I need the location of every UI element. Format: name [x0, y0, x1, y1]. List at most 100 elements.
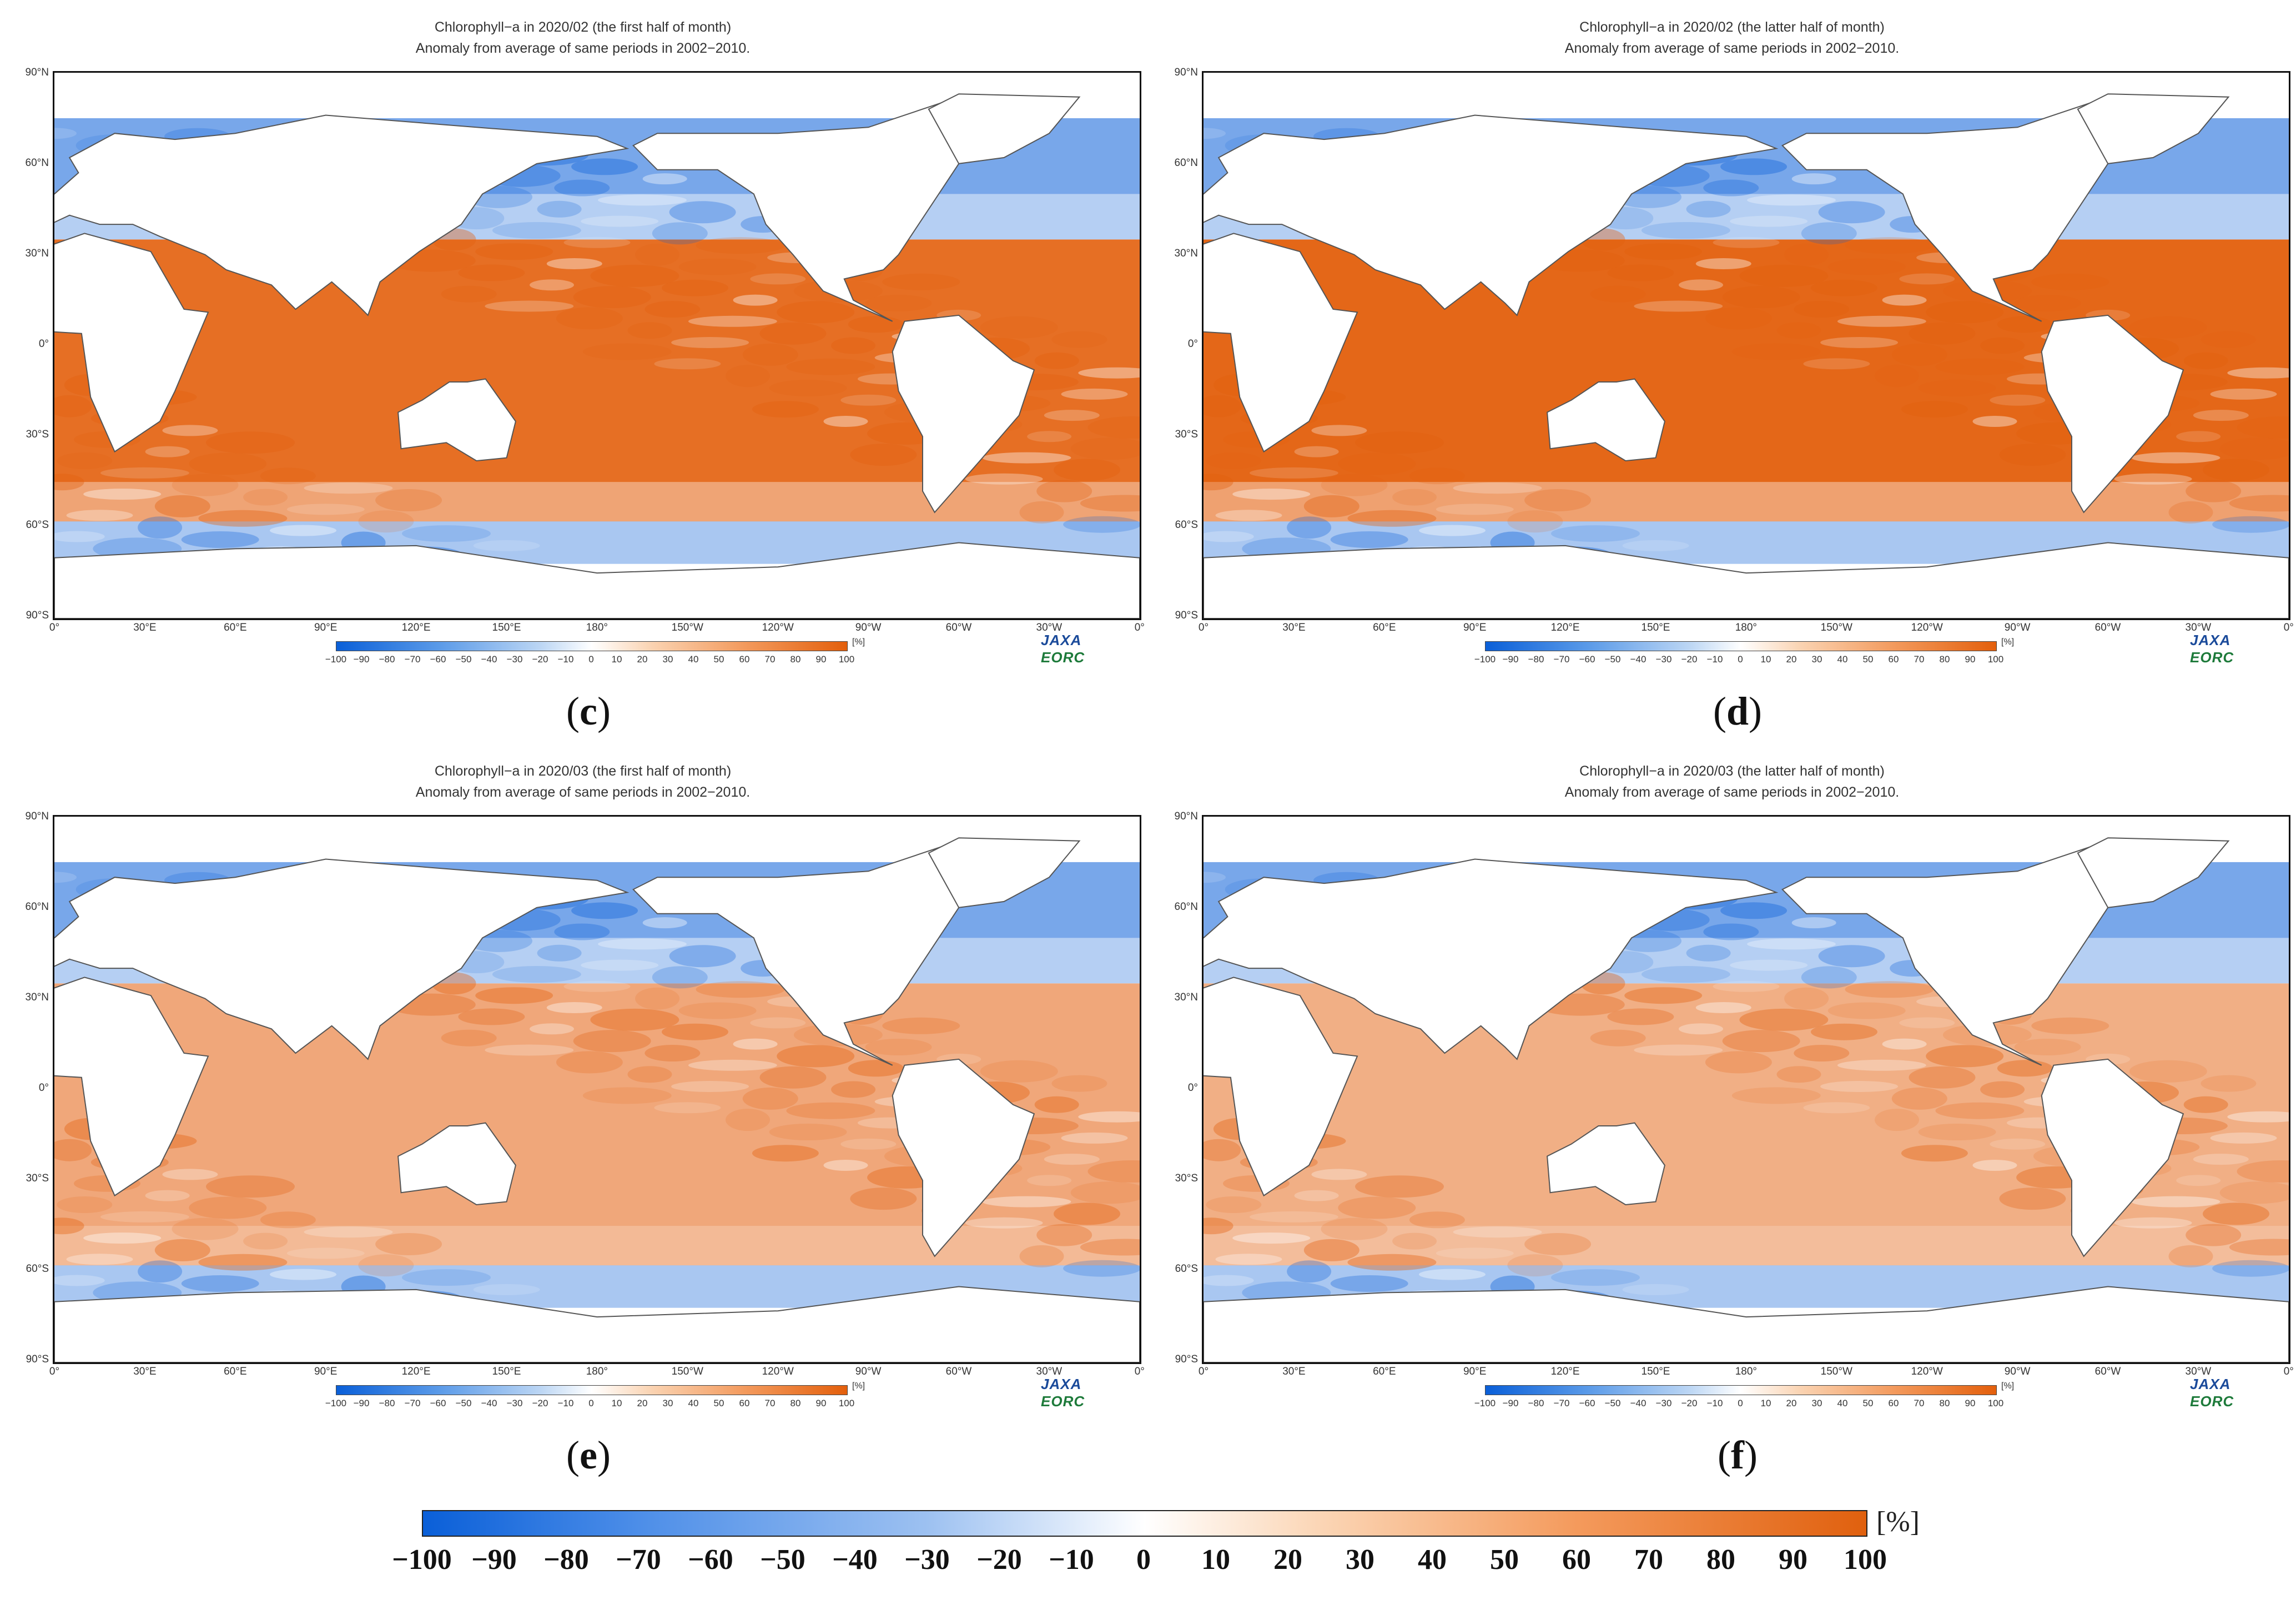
anomaly-patch [1206, 452, 1262, 469]
longitude-tick-label: 30°W [1036, 1366, 1063, 1377]
latitude-tick-label: 0° [38, 1082, 49, 1094]
anomaly-patch [1204, 1217, 1233, 1235]
anomaly-patch [2219, 1181, 2289, 1204]
anomaly-patch [1837, 315, 1926, 327]
mini-colorbar-tick: 80 [1939, 1398, 1950, 1408]
anomaly-patch [441, 285, 497, 303]
latitude-tick-label: 0° [1187, 338, 1198, 350]
anomaly-patch [882, 273, 960, 290]
anomaly-patch [1899, 273, 1955, 285]
mini-colorbar-tick: −60 [430, 1398, 446, 1408]
anomaly-patch [696, 981, 785, 998]
longitude-tick-label: 90°E [314, 1366, 338, 1377]
panel-label-f: (f) [1718, 1433, 1758, 1477]
anomaly-patch [162, 425, 218, 436]
mini-colorbar-tick: −60 [1579, 654, 1595, 665]
anomaly-patch [66, 1254, 133, 1265]
anomaly-patch [1070, 437, 1140, 460]
colorbar-tick-label: 80 [1706, 1544, 1735, 1576]
longitude-tick-label: 120°W [762, 1366, 794, 1377]
anomaly-patch [1622, 1284, 1689, 1295]
anomaly-map [53, 71, 1141, 620]
longitude-tick-label: 150°E [492, 622, 521, 633]
landmass-samerica [2041, 1058, 2184, 1257]
longitude-tick-label: 60°E [1373, 1366, 1396, 1377]
landmass-australia [397, 1122, 516, 1206]
mini-colorbar-tick: 90 [815, 654, 827, 665]
longitude-tick-label: 60°E [224, 622, 247, 633]
longitude-tick-label: 60°W [2094, 1366, 2121, 1377]
longitude-tick-label: 120°E [401, 622, 431, 633]
anomaly-patch [1901, 1145, 1968, 1162]
anomaly-patch [850, 444, 917, 466]
mini-colorbar-tick: 50 [713, 654, 724, 665]
title-line-1: Chlorophyll−a in 2020/03 (the first half… [434, 763, 732, 779]
anomaly-patch [1419, 525, 1486, 536]
anomaly-patch [865, 295, 932, 311]
anomaly-patch [1882, 1038, 1927, 1050]
anomaly-patch [1436, 1247, 1514, 1259]
anomaly-patch [2176, 1175, 2221, 1186]
colorbar-tick-label: 10 [1201, 1544, 1230, 1576]
anomaly-patch [581, 959, 659, 971]
mini-colorbar [336, 641, 848, 651]
anomaly-patch [473, 1284, 540, 1295]
longitude-tick-label: 90°W [855, 1366, 882, 1377]
anomaly-patch [777, 301, 855, 324]
anomaly-patch [181, 531, 259, 548]
landmass-antarctica [1204, 1286, 2289, 1362]
anomaly-patch [2183, 1096, 2228, 1113]
landmass-africa [1204, 977, 1358, 1197]
anomaly-patch [573, 286, 651, 309]
anomaly-patch [654, 358, 721, 370]
anomaly-patch [1997, 1060, 2053, 1077]
anomaly-patch [375, 489, 442, 511]
mini-colorbar-tick: 0 [588, 1398, 594, 1408]
landmass-samerica [892, 314, 1035, 514]
colorbar-tick-label: 20 [1273, 1544, 1302, 1576]
anomaly-patch [358, 1254, 414, 1277]
mini-colorbar-tick: 40 [1837, 1398, 1848, 1408]
anomaly-patch [83, 489, 162, 500]
anomaly-patch [1054, 459, 1120, 481]
anomaly-patch [840, 1138, 897, 1150]
mini-colorbar-tick: 100 [1987, 654, 2004, 665]
anomaly-patch [172, 1217, 239, 1240]
anomaly-patch [1926, 301, 2004, 324]
anomaly-patch [571, 158, 638, 175]
anomaly-patch [530, 279, 574, 291]
mini-colorbar-tick: 30 [662, 654, 673, 665]
anomaly-patch [1820, 337, 1899, 348]
anomaly-patch [1321, 474, 1388, 496]
anomaly-patch [54, 1139, 92, 1161]
anomaly-patch [1818, 945, 1885, 968]
anomaly-patch [1204, 395, 1241, 417]
anomaly-patch [1624, 987, 1703, 1004]
colorbar-tick-label: 70 [1634, 1544, 1663, 1576]
anomaly-patch [1080, 1239, 1140, 1256]
anomaly-patch [642, 917, 687, 929]
anomaly-patch [2227, 1111, 2289, 1123]
mini-colorbar-tick: −10 [557, 1398, 574, 1408]
anomaly-patch [189, 1196, 267, 1219]
anomaly-patch [1918, 380, 1996, 396]
anomaly-patch [530, 1023, 574, 1035]
colorbar-tick-label: −50 [760, 1544, 805, 1576]
anomaly-patch [1249, 467, 1338, 479]
mini-colorbar-tick: −50 [455, 654, 472, 665]
longitude-tick-label: 0° [1134, 622, 1145, 633]
mini-colorbar-unit: [%] [852, 637, 865, 647]
latitude-tick-label: 30°S [1175, 429, 1198, 440]
anomaly-patch [582, 343, 672, 360]
anomaly-patch [733, 1038, 778, 1050]
anomaly-patch [1679, 1023, 1723, 1035]
anomaly-patch [1507, 1254, 1563, 1277]
mini-colorbar-tick: 0 [588, 654, 594, 665]
anomaly-patch [537, 200, 582, 218]
anomaly-patch [1078, 367, 1140, 379]
anomaly-patch [1070, 1181, 1140, 1204]
mini-colorbar-unit: [%] [852, 1381, 865, 1391]
colorbar-tick-label: −100 [392, 1544, 452, 1576]
anomaly-patch [688, 1059, 777, 1071]
anomaly-patch [286, 504, 365, 515]
